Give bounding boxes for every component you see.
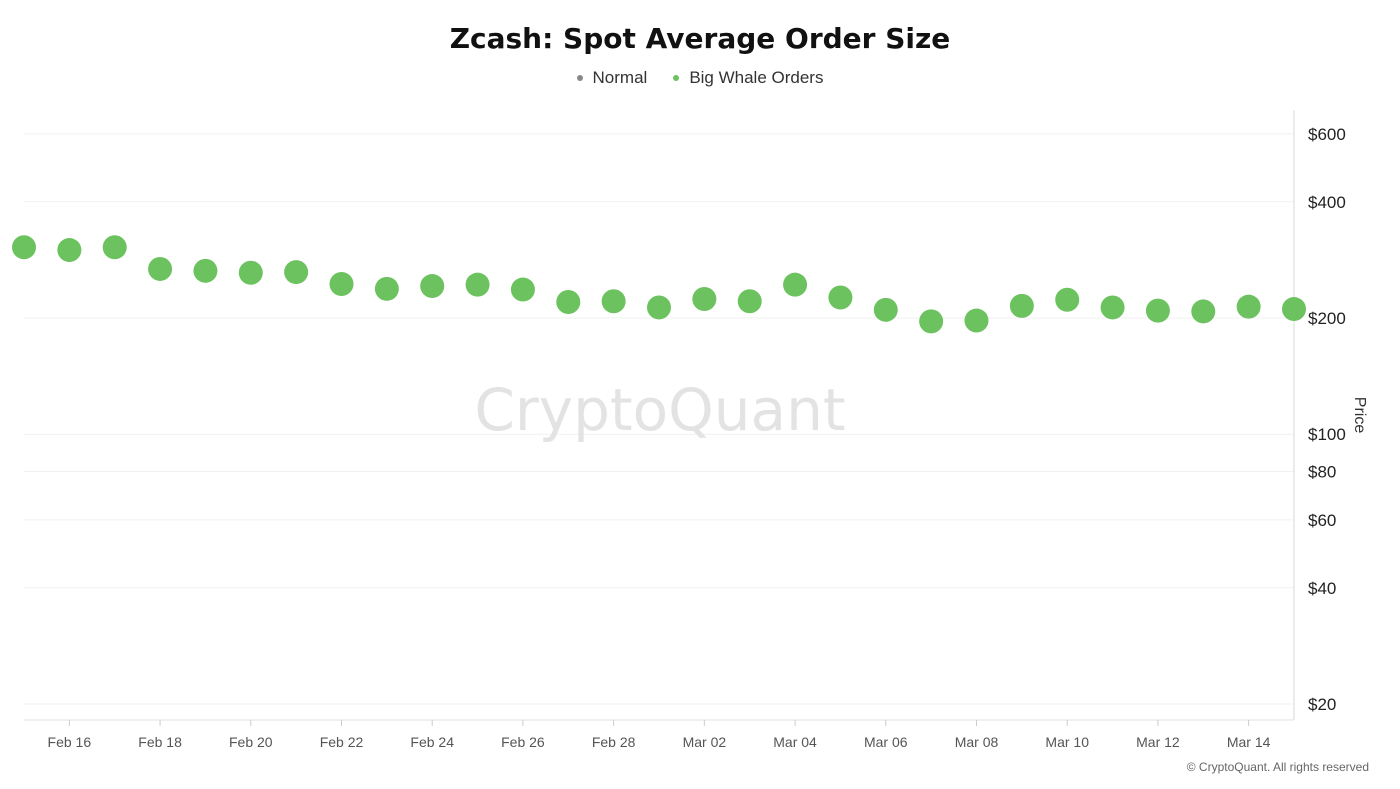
watermark: CryptoQuant <box>474 376 845 444</box>
x-axis-ticks: Feb 16 Feb 18 Feb 20 Feb 22 Feb 24 Feb 26 Feb … <box>48 720 1271 750</box>
x-tick-label: Mar 10 <box>1045 734 1089 750</box>
data-point[interactable] <box>1191 299 1216 324</box>
y-axis-title: Price <box>1351 397 1368 434</box>
legend-marker-big-whale-orders <box>673 75 680 81</box>
x-tick-label: Feb 24 <box>410 734 454 750</box>
legend-label-big-whale-orders: Big Whale Orders <box>689 68 824 87</box>
data-point[interactable] <box>828 285 853 310</box>
legend-item-big-whale-orders[interactable]: Big Whale Orders <box>673 68 823 88</box>
y-tick-label: $60 <box>1308 511 1336 530</box>
data-point[interactable] <box>783 272 808 297</box>
x-tick-label: Mar 12 <box>1136 734 1180 750</box>
grid-lines <box>24 133 1294 705</box>
legend-item-normal[interactable]: Normal <box>576 68 648 88</box>
data-point[interactable] <box>964 308 989 333</box>
x-tick-label: Mar 08 <box>955 734 999 750</box>
data-point[interactable] <box>102 235 127 260</box>
y-tick-label: $600 <box>1308 125 1346 144</box>
x-tick-label: Mar 04 <box>773 734 817 750</box>
data-point[interactable] <box>1145 298 1170 323</box>
x-tick-label: Mar 14 <box>1227 734 1271 750</box>
data-point[interactable] <box>374 276 399 301</box>
data-point[interactable] <box>1236 294 1261 319</box>
y-tick-label: $100 <box>1308 425 1346 444</box>
y-axis-ticks: $600 $400 $200 $100 $80 $60 $40 $20 <box>1308 125 1346 714</box>
x-tick-label: Feb 20 <box>229 734 273 750</box>
x-tick-label: Feb 18 <box>138 734 182 750</box>
data-point[interactable] <box>420 274 445 299</box>
y-tick-label: $80 <box>1308 463 1336 482</box>
data-point[interactable] <box>1100 295 1125 320</box>
data-point[interactable] <box>692 287 717 312</box>
data-point[interactable] <box>510 277 535 302</box>
legend-label-normal: Normal <box>592 68 648 87</box>
data-point[interactable] <box>465 272 490 297</box>
chart-title: Zcash: Spot Average Order Size <box>449 22 951 55</box>
y-tick-label: $20 <box>1308 695 1336 714</box>
data-point[interactable] <box>238 260 263 285</box>
y-tick-label: $40 <box>1308 579 1336 598</box>
data-point[interactable] <box>646 295 671 320</box>
data-point[interactable] <box>737 289 762 314</box>
y-tick-label: $200 <box>1308 309 1346 328</box>
data-point[interactable] <box>57 238 82 263</box>
chart-legend: Normal Big Whale Orders <box>0 68 1400 88</box>
x-tick-label: Feb 16 <box>48 734 92 750</box>
data-points <box>12 235 1306 334</box>
data-point[interactable] <box>284 260 309 285</box>
y-tick-label: $400 <box>1308 193 1346 212</box>
x-tick-label: Mar 06 <box>864 734 908 750</box>
data-point[interactable] <box>193 258 218 283</box>
data-point[interactable] <box>556 290 581 315</box>
copyright-notice: © CryptoQuant. All rights reserved <box>1186 760 1369 774</box>
data-point[interactable] <box>873 297 898 322</box>
x-tick-label: Feb 22 <box>320 734 364 750</box>
data-point[interactable] <box>601 289 626 314</box>
legend-marker-normal <box>576 75 583 81</box>
data-point[interactable] <box>329 271 354 296</box>
x-tick-label: Mar 02 <box>683 734 727 750</box>
data-point[interactable] <box>148 256 173 281</box>
data-point[interactable] <box>1009 293 1034 318</box>
data-point[interactable] <box>1281 297 1306 322</box>
x-tick-label: Feb 28 <box>592 734 636 750</box>
data-point[interactable] <box>1055 287 1080 312</box>
x-tick-label: Feb 26 <box>501 734 545 750</box>
data-point[interactable] <box>919 309 944 334</box>
data-point[interactable] <box>12 235 36 260</box>
